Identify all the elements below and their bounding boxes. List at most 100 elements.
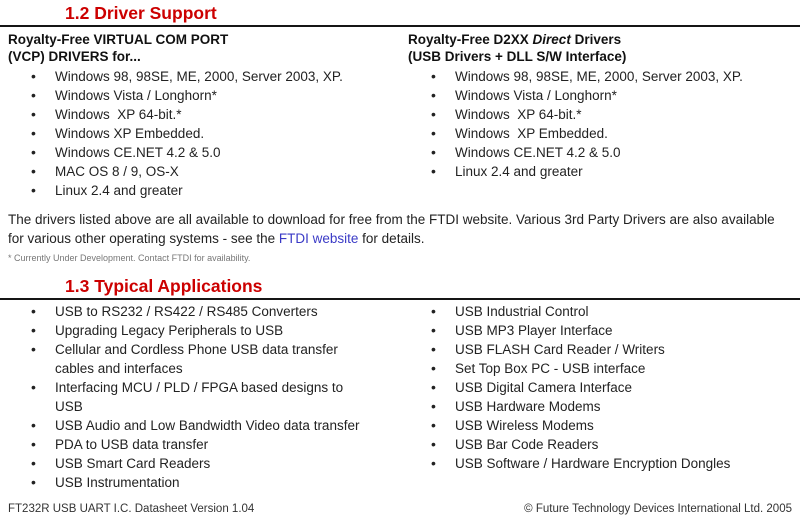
d2xx-drivers-column: Royalty-Free D2XX Direct Drivers (USB Dr… <box>400 27 800 200</box>
bullet-icon <box>408 359 455 378</box>
bullet-icon <box>8 416 55 435</box>
driver-columns: Royalty-Free VIRTUAL COM PORT (VCP) DRIV… <box>0 27 800 200</box>
paragraph-text: The drivers listed above are all availab… <box>8 212 775 246</box>
list-item-text: Windows 98, 98SE, ME, 2000, Server 2003,… <box>55 69 343 84</box>
ftdi-website-link[interactable]: FTDI website <box>278 230 359 246</box>
list-item-text: PDA to USB data transfer <box>55 437 209 452</box>
bullet-icon <box>408 86 455 105</box>
bullet-icon <box>408 321 455 340</box>
list-item-text: Windows Vista / Longhorn* <box>55 88 217 103</box>
list-item: Windows XP Embedded. <box>8 124 400 143</box>
list-item-text: USB Hardware Modems <box>455 399 601 414</box>
bullet-icon <box>8 454 55 473</box>
title-text: Royalty-Free VIRTUAL COM PORT <box>8 32 229 47</box>
list-item: Cellular and Cordless Phone USB data tra… <box>8 340 400 378</box>
applications-list-left: USB to RS232 / RS422 / RS485 Converters … <box>8 302 400 492</box>
applications-column-right: USB Industrial Control USB MP3 Player In… <box>400 300 800 492</box>
bullet-icon <box>408 105 455 124</box>
bullet-icon <box>408 340 455 359</box>
list-item-text: USB FLASH Card Reader / Writers <box>455 342 665 357</box>
bullet-icon <box>8 435 55 454</box>
list-item: USB Instrumentation <box>8 473 400 492</box>
list-item: USB MP3 Player Interface <box>408 321 800 340</box>
list-item-text: USB Instrumentation <box>55 475 180 490</box>
bullet-icon <box>408 162 455 181</box>
applications-column-left: USB to RS232 / RS422 / RS485 Converters … <box>0 300 400 492</box>
list-item-text: Linux 2.4 and greater <box>55 183 183 198</box>
title-italic-text: Direct <box>532 32 571 47</box>
list-item-text: Windows CE.NET 4.2 & 5.0 <box>455 145 621 160</box>
list-item: Windows XP Embedded. <box>408 124 800 143</box>
list-item: Windows XP 64-bit.* <box>408 105 800 124</box>
section-typical-applications: 1.3 Typical Applications USB to RS232 / … <box>0 276 800 492</box>
title-text: Drivers <box>570 32 622 47</box>
list-item-text: USB Software / Hardware Encryption Dongl… <box>455 456 731 471</box>
typical-applications-heading: 1.3 Typical Applications <box>65 276 263 296</box>
page-footer: FT232R USB UART I.C. Datasheet Version 1… <box>0 503 800 515</box>
bullet-icon <box>8 321 55 340</box>
d2xx-title-line2: (USB Drivers + DLL S/W Interface) <box>408 49 627 64</box>
list-item-text: USB Bar Code Readers <box>455 437 599 452</box>
list-item-text: Set Top Box PC - USB interface <box>455 361 646 376</box>
list-item-text: USB Industrial Control <box>455 304 589 319</box>
vcp-column-title: Royalty-Free VIRTUAL COM PORT (VCP) DRIV… <box>8 31 400 65</box>
bullet-icon <box>8 105 55 124</box>
bullet-icon <box>408 435 455 454</box>
development-footnote: * Currently Under Development. Contact F… <box>8 253 251 263</box>
list-item-text: USB Audio and Low Bandwidth Video data t… <box>55 418 360 433</box>
driver-support-heading: 1.2 Driver Support <box>65 3 217 23</box>
list-item: Windows 98, 98SE, ME, 2000, Server 2003,… <box>8 67 400 86</box>
list-item: USB Audio and Low Bandwidth Video data t… <box>8 416 400 435</box>
list-item: USB Smart Card Readers <box>8 454 400 473</box>
list-item: Windows Vista / Longhorn* <box>8 86 400 105</box>
bullet-icon <box>8 473 55 492</box>
title-text: Royalty-Free D2XX <box>408 32 533 47</box>
list-item-text: Linux 2.4 and greater <box>455 164 583 179</box>
applications-list-right: USB Industrial Control USB MP3 Player In… <box>408 302 800 473</box>
bullet-icon <box>8 124 55 143</box>
list-item-text: Windows XP Embedded. <box>455 126 608 141</box>
list-item: USB Hardware Modems <box>408 397 800 416</box>
list-item: PDA to USB data transfer <box>8 435 400 454</box>
list-item-text: Windows XP 64-bit.* <box>455 107 582 122</box>
bullet-icon <box>408 416 455 435</box>
bullet-icon <box>408 397 455 416</box>
d2xx-column-title: Royalty-Free D2XX Direct Drivers (USB Dr… <box>408 31 800 65</box>
list-item: Windows 98, 98SE, ME, 2000, Server 2003,… <box>408 67 800 86</box>
bullet-icon <box>8 302 55 321</box>
list-item-text: Windows XP Embedded. <box>55 126 205 141</box>
heading-rule <box>0 25 800 27</box>
list-item-text: USB to RS232 / RS422 / RS485 Converters <box>55 304 318 319</box>
list-item: Linux 2.4 and greater <box>8 181 400 200</box>
list-item: USB Industrial Control <box>408 302 800 321</box>
list-item: USB to RS232 / RS422 / RS485 Converters <box>8 302 400 321</box>
section-driver-support: 1.2 Driver Support Royalty-Free VIRTUAL … <box>0 3 800 200</box>
list-item: Windows CE.NET 4.2 & 5.0 <box>8 143 400 162</box>
footer-copyright: © Future Technology Devices Internationa… <box>524 503 792 515</box>
bullet-icon <box>8 143 55 162</box>
vcp-title-line1: Royalty-Free VIRTUAL COM PORT <box>8 31 400 48</box>
bullet-icon <box>408 143 455 162</box>
list-item: MAC OS 8 / 9, OS-X <box>8 162 400 181</box>
bullet-icon <box>8 340 55 378</box>
list-item: USB Bar Code Readers <box>408 435 800 454</box>
bullet-icon <box>8 86 55 105</box>
list-item-text: USB Digital Camera Interface <box>455 380 633 395</box>
list-item-text: Windows XP 64-bit.* <box>55 107 182 122</box>
list-item: Windows CE.NET 4.2 & 5.0 <box>408 143 800 162</box>
vcp-drivers-column: Royalty-Free VIRTUAL COM PORT (VCP) DRIV… <box>0 27 400 200</box>
list-item: Upgrading Legacy Peripherals to USB <box>8 321 400 340</box>
list-item-text: Windows Vista / Longhorn* <box>455 88 617 103</box>
bullet-icon <box>8 162 55 181</box>
list-item: Windows Vista / Longhorn* <box>408 86 800 105</box>
bullet-icon <box>408 124 455 143</box>
list-item: Windows XP 64-bit.* <box>8 105 400 124</box>
list-item-text: Cellular and Cordless Phone USB data tra… <box>55 342 342 376</box>
bullet-icon <box>8 181 55 200</box>
list-item-text: Upgrading Legacy Peripherals to USB <box>55 323 284 338</box>
list-item-text: USB Smart Card Readers <box>55 456 211 471</box>
list-item-text: USB Wireless Modems <box>455 418 594 433</box>
footer-document-title: FT232R USB UART I.C. Datasheet Version 1… <box>8 503 255 515</box>
list-item: Set Top Box PC - USB interface <box>408 359 800 378</box>
bullet-icon <box>8 378 55 416</box>
